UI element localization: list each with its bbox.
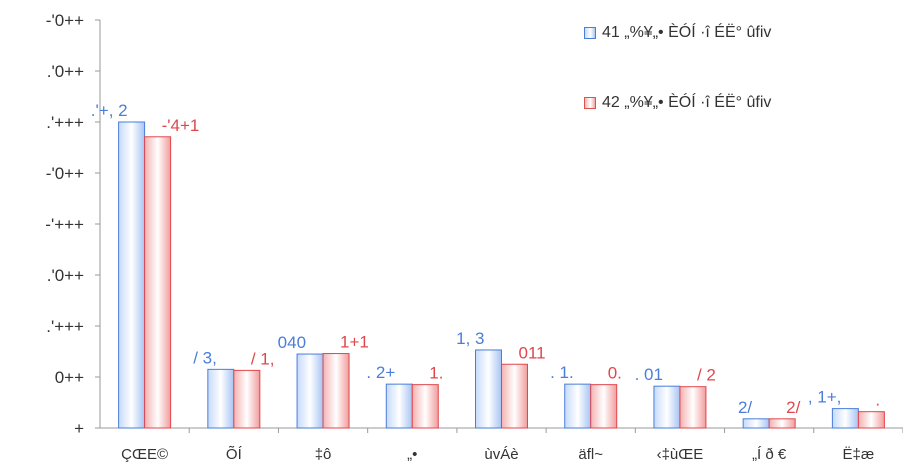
- data-label-series-2: / 2: [697, 366, 716, 385]
- data-label-series-2: 2/: [786, 398, 800, 417]
- data-label-series-2: 1+1: [340, 333, 369, 352]
- data-label-series-2: -'4+1: [162, 116, 200, 135]
- legend-label-series-1: 41 „%¥„• ÈÓÍ ·î ÉË° ûfiv: [602, 24, 772, 41]
- legend-swatch-series-2: [584, 97, 596, 109]
- y-tick-label: 0++: [55, 368, 84, 387]
- bar-2: [768, 418, 796, 429]
- data-label-series-1: . 01: [635, 365, 663, 384]
- data-label-series-1: 040: [278, 333, 306, 352]
- data-label-series-1: . 1.: [550, 363, 574, 382]
- legend-item-series-1: 41 „%¥„• ÈÓÍ ·î ÉË° ûfiv: [584, 22, 771, 44]
- bar-1: [296, 353, 324, 429]
- y-tick-label: -'0++: [46, 164, 84, 183]
- data-label-series-1: / 3,: [193, 348, 217, 367]
- x-tick-label: ‹‡ùŒE: [657, 446, 704, 463]
- bar-1: [564, 383, 592, 429]
- data-label-series-1: 1, 3: [456, 329, 484, 348]
- bar-1: [207, 368, 235, 429]
- legend-swatch-series-1: [584, 27, 596, 39]
- bar-2: [144, 136, 172, 429]
- data-label-series-2: 011: [519, 343, 546, 362]
- data-label-series-1: 2/: [738, 398, 752, 417]
- y-tick-label: .'0++: [47, 266, 84, 285]
- legend-item-series-2: 42 „%¥„• ÈÓÍ ·î ÉË° ûfiv: [584, 92, 771, 114]
- x-tick-label: ÇŒE©: [121, 446, 168, 463]
- data-label-series-2: 1.: [429, 364, 443, 383]
- bar-1: [831, 408, 859, 429]
- data-label-series-2: .: [875, 391, 880, 410]
- y-tick-label: -'+++: [45, 215, 84, 234]
- bar-2: [411, 384, 439, 429]
- bar-2: [590, 384, 618, 429]
- bar-1: [742, 418, 770, 429]
- y-tick-label: +: [74, 419, 84, 438]
- x-tick-label: „Í ð €: [752, 446, 787, 463]
- data-label-series-2: 0.: [608, 364, 622, 383]
- y-tick-label: .'+++: [46, 317, 84, 336]
- bar-1: [653, 385, 681, 429]
- data-label-series-1: . 2+: [366, 363, 395, 382]
- bar-1: [118, 121, 146, 429]
- x-tick-label: ùvÁè: [484, 446, 518, 463]
- x-tick-label: ÕÍ: [226, 446, 243, 463]
- x-tick-label: äfl~: [578, 446, 603, 463]
- bar-2: [322, 353, 350, 429]
- x-tick-label: Ë‡æ: [843, 446, 875, 463]
- data-label-series-1: .'+, 2: [91, 101, 128, 120]
- data-label-series-1: , 1+,: [808, 388, 842, 407]
- bar-2: [501, 363, 528, 429]
- bar-2: [857, 411, 885, 429]
- data-label-series-2: / 1,: [251, 349, 275, 368]
- bar-2: [233, 369, 261, 429]
- bar-1: [475, 349, 502, 429]
- legend: 41 „%¥„• ÈÓÍ ·î ÉË° ûfiv 42 „%¥„• ÈÓÍ ·î…: [584, 22, 771, 162]
- y-tick-label: .'+++: [46, 113, 84, 132]
- y-tick-label: -'0++: [46, 11, 84, 30]
- x-tick-label: „•: [407, 446, 417, 463]
- y-tick-label: .'0++: [47, 62, 84, 81]
- legend-label-series-2: 42 „%¥„• ÈÓÍ ·î ÉË° ûfiv: [602, 94, 772, 111]
- bar-1: [385, 383, 413, 429]
- bar-2: [679, 386, 707, 429]
- x-tick-label: ‡ô: [315, 446, 332, 463]
